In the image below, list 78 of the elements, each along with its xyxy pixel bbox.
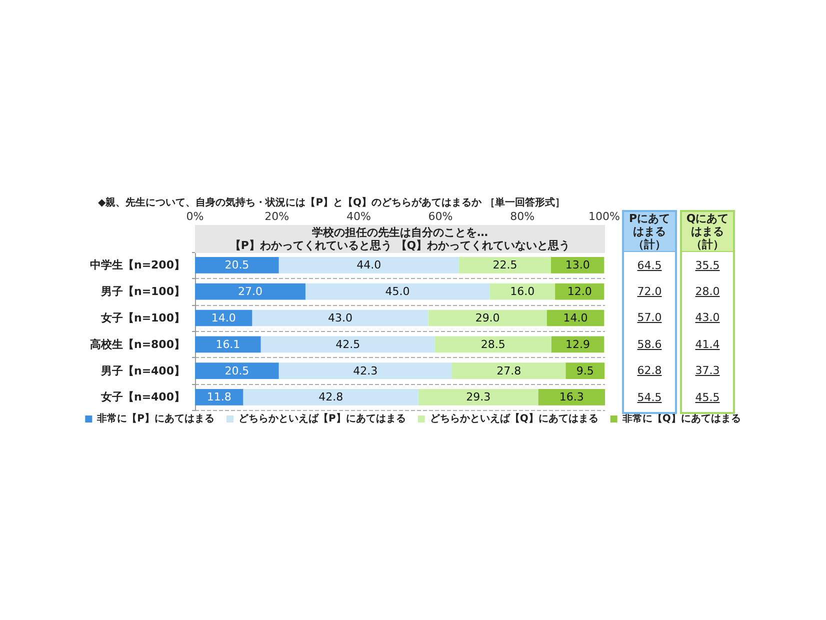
data-label: 16.1: [216, 338, 240, 351]
legend-label: どちらかといえば【Q】にあてはまる: [430, 412, 598, 424]
bar: [195, 283, 306, 300]
bar: [566, 362, 605, 379]
data-label: 12.9: [566, 338, 590, 351]
y-tick-label: 男子【n=400】: [100, 364, 185, 378]
x-tick-label: 60%: [428, 210, 453, 223]
bar: [458, 257, 551, 274]
bar: [278, 362, 452, 379]
legend-label: どちらかといえば【P】にあてはまる: [238, 412, 406, 424]
data-label: 43.0: [328, 312, 353, 324]
chart-title: ◆親、先生について、自身の気持ち・状況には【P】と【Q】のどちらがあてはまるか ［単一回答形式］: [98, 196, 566, 208]
bar: [195, 257, 279, 274]
data-label: 29.0: [475, 312, 500, 324]
data-label: 27.8: [496, 364, 522, 378]
x-tick-label: 80%: [510, 210, 535, 223]
y-tick-label: 中学生【n=200】: [90, 258, 185, 272]
text: 37.3: [695, 364, 720, 378]
text: 54.5: [637, 390, 662, 404]
data-label: 14.0: [563, 312, 588, 324]
data-label: 9.5: [576, 364, 594, 378]
data-label: 27.0: [238, 285, 262, 298]
y-tick-label: 男子【n=100】: [100, 285, 185, 298]
data-label: 20.5: [224, 258, 250, 272]
data-label: 22.5: [492, 258, 518, 272]
bar: [195, 362, 279, 379]
y-tick-label: 女子【n=100】: [100, 312, 185, 324]
text: 41.4: [695, 338, 720, 351]
bar: [555, 283, 604, 300]
data-label: 42.8: [318, 390, 344, 404]
y-tick-label: 高校生【n=800】: [90, 338, 185, 351]
bar: [195, 389, 244, 406]
legend-label: 非常に【P】にあてはまる: [96, 412, 215, 424]
bar: [195, 310, 252, 326]
data-label: 16.3: [559, 390, 584, 404]
text: 43.0: [695, 311, 720, 324]
text: 62.8: [637, 364, 662, 378]
text: 57.0: [637, 311, 662, 324]
data-label: 42.3: [353, 364, 378, 378]
bar: [550, 257, 604, 274]
data-label: 44.0: [356, 258, 382, 272]
bar: [305, 283, 490, 300]
text: 28.0: [695, 285, 720, 298]
bar: [278, 257, 459, 274]
bar: [452, 362, 566, 379]
data-label: 11.8: [206, 390, 232, 404]
data-label: 13.0: [565, 258, 590, 272]
text: Pにあてはまる（計）: [625, 212, 674, 251]
data-label: 45.0: [385, 285, 410, 298]
data-label: 16.0: [510, 285, 535, 298]
data-label: 42.5: [336, 338, 360, 351]
text: 45.5: [695, 390, 720, 404]
x-tick-label: 40%: [346, 210, 371, 223]
bar: [252, 310, 428, 326]
text: 64.5: [637, 258, 662, 272]
bar: [195, 336, 261, 353]
bar: [418, 389, 538, 406]
x-tick-label: 20%: [264, 210, 290, 223]
chart-subtitle: 学校の担任の先生は自分のことを… 【P】わかってくれていると思う 【Q】わかってくれていないと思う: [230, 226, 570, 252]
data-label: 29.3: [466, 390, 491, 404]
text: 72.0: [637, 285, 662, 298]
text: 35.5: [695, 258, 720, 272]
bar: [434, 336, 552, 353]
bar: [243, 389, 418, 406]
x-tick-label: 0%: [186, 210, 204, 223]
bar: [428, 310, 547, 326]
data-label: 28.5: [480, 338, 506, 351]
text: Qにあてはまる（計）: [683, 212, 732, 251]
bar: [490, 283, 556, 300]
data-label: 20.5: [224, 364, 250, 378]
y-tick-label: 女子【n=400】: [100, 390, 185, 404]
data-label: 12.0: [567, 285, 592, 298]
data-label: 14.0: [211, 312, 236, 324]
bar: [551, 336, 604, 353]
x-tick-label: 100%: [588, 210, 620, 223]
text: 58.6: [637, 338, 662, 351]
bar: [260, 336, 435, 353]
bar: [538, 389, 605, 406]
